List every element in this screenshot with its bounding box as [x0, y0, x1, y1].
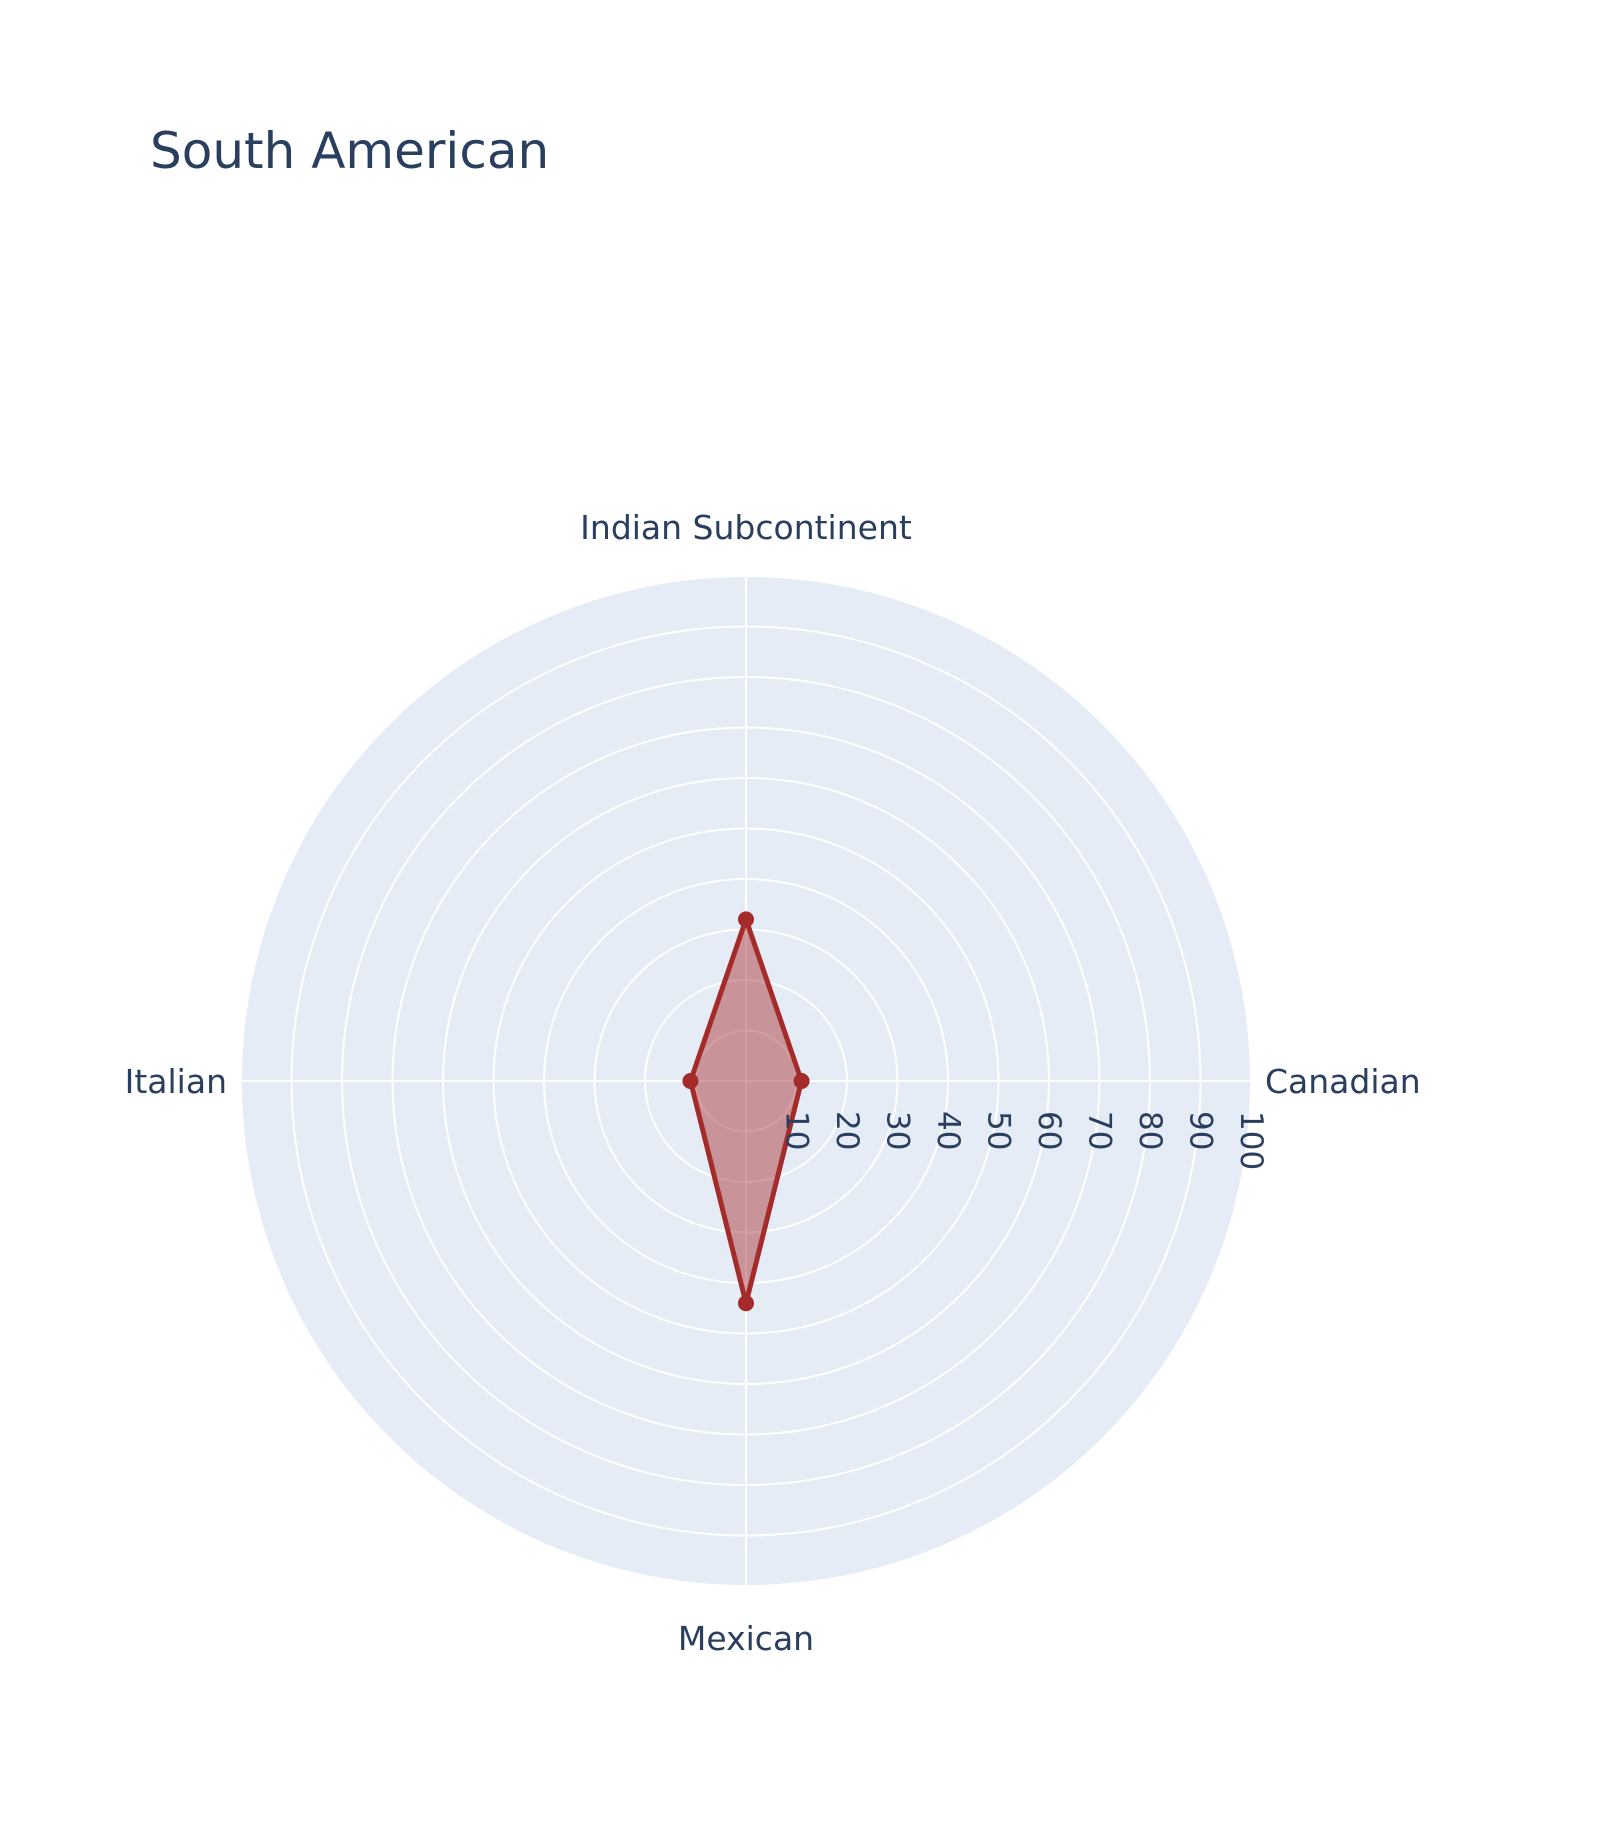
series-layer — [682, 911, 810, 1312]
chart-title: South American — [150, 122, 549, 180]
category-label-1: Canadian — [1265, 1062, 1421, 1101]
radial-tick-label: 20 — [829, 1111, 865, 1150]
data-point-0 — [738, 911, 754, 928]
radial-tick-label: 80 — [1132, 1111, 1168, 1150]
radial-tick-label: 90 — [1183, 1111, 1219, 1150]
category-label-2: Mexican — [678, 1619, 814, 1658]
radial-tick-label: 70 — [1082, 1111, 1118, 1150]
data-point-3 — [682, 1073, 699, 1089]
radial-tick-label: 30 — [880, 1111, 916, 1150]
radial-tick-label: 40 — [930, 1111, 966, 1150]
angular-grid — [241, 576, 1251, 1586]
data-point-2 — [738, 1295, 754, 1312]
category-label-3: Italian — [125, 1062, 227, 1101]
radial-tick-label: 10 — [779, 1111, 815, 1150]
category-label-0: Indian Subcontinent — [580, 508, 912, 547]
data-point-1 — [793, 1073, 810, 1089]
radial-tick-label: 50 — [981, 1111, 1017, 1150]
category-labels: Indian Subcontinent Canadian Mexican Italia… — [125, 508, 1421, 1658]
radial-tick-labels: 10 20 30 40 50 60 70 80 90 100 — [779, 1111, 1270, 1170]
radial-tick-label: 60 — [1031, 1111, 1067, 1150]
radial-tick-label: 100 — [1233, 1111, 1269, 1170]
